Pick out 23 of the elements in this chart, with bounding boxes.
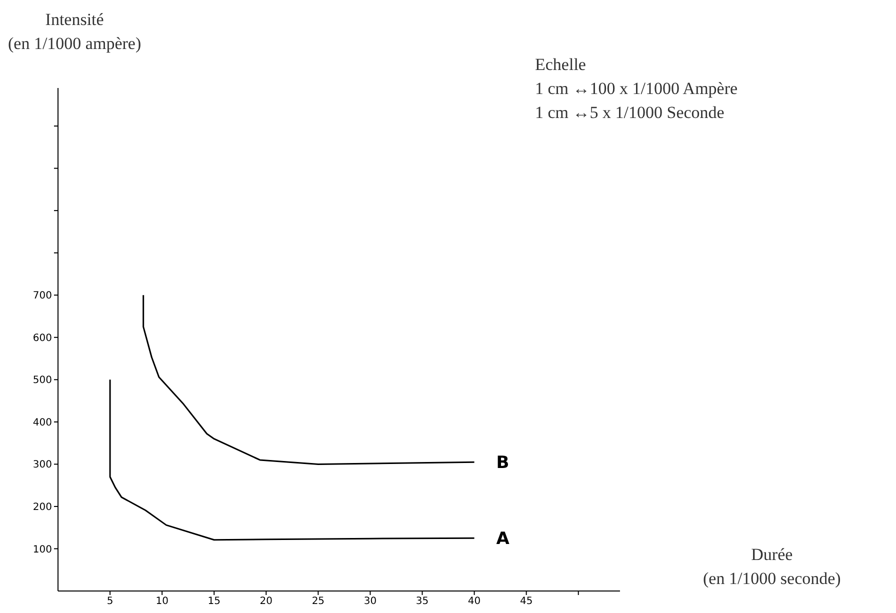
x-tick-label: 45: [520, 596, 533, 608]
x-tick-label: 35: [416, 596, 429, 608]
x-tick-label: 10: [156, 596, 168, 608]
line-series: [142, 294, 476, 465]
y-tick-label: 600: [32, 332, 52, 344]
x-tick-label: 30: [364, 596, 377, 608]
y-tick-label: 700: [32, 290, 52, 302]
x-tick-label: 5: [106, 596, 114, 608]
y-tick-label: 100: [32, 544, 52, 556]
series-label: A: [496, 529, 510, 550]
x-tick-label: 40: [468, 596, 481, 608]
y-tick-label: 200: [32, 502, 52, 514]
x-tick-label: 15: [208, 596, 220, 608]
annotation: Echelle 1 cm ↔100 x 1/1000 Ampère 1 cm ↔5 x 1/1000 Seconde: [535, 54, 738, 124]
y-axis-title: Intensité (en 1/1000 ampère): [8, 9, 142, 55]
y-tick-label: 500: [32, 375, 52, 386]
line-series: [109, 378, 476, 541]
x-tick-label: 25: [312, 596, 325, 608]
x-axis-title: Durée (en 1/1000 seconde): [703, 544, 841, 590]
x-tick-label: 20: [260, 596, 273, 608]
y-tick-label: 400: [32, 417, 52, 428]
y-tick-label: 300: [32, 460, 52, 471]
series-label: B: [496, 453, 510, 474]
